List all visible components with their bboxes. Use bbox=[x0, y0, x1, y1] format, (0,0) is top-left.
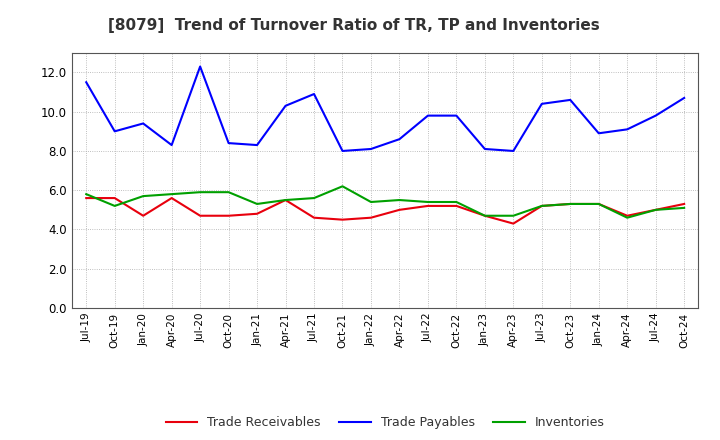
Trade Receivables bbox=[225, 213, 233, 218]
Trade Receivables bbox=[452, 203, 461, 209]
Trade Payables bbox=[110, 128, 119, 134]
Trade Receivables bbox=[480, 213, 489, 218]
Trade Payables bbox=[652, 113, 660, 118]
Legend: Trade Receivables, Trade Payables, Inventories: Trade Receivables, Trade Payables, Inven… bbox=[161, 411, 610, 434]
Trade Payables bbox=[480, 147, 489, 152]
Trade Receivables bbox=[139, 213, 148, 218]
Trade Receivables bbox=[509, 221, 518, 226]
Trade Receivables bbox=[82, 195, 91, 201]
Trade Payables bbox=[595, 131, 603, 136]
Trade Payables bbox=[139, 121, 148, 126]
Trade Receivables bbox=[680, 202, 688, 207]
Inventories bbox=[110, 203, 119, 209]
Inventories bbox=[82, 191, 91, 197]
Line: Trade Receivables: Trade Receivables bbox=[86, 198, 684, 224]
Trade Receivables bbox=[196, 213, 204, 218]
Trade Payables bbox=[566, 97, 575, 103]
Trade Payables bbox=[452, 113, 461, 118]
Trade Receivables bbox=[537, 203, 546, 209]
Line: Trade Payables: Trade Payables bbox=[86, 66, 684, 151]
Line: Inventories: Inventories bbox=[86, 186, 684, 218]
Inventories bbox=[196, 190, 204, 195]
Inventories bbox=[537, 203, 546, 209]
Trade Receivables bbox=[253, 211, 261, 216]
Trade Payables bbox=[253, 143, 261, 148]
Inventories bbox=[253, 202, 261, 207]
Trade Payables bbox=[338, 148, 347, 154]
Trade Payables bbox=[196, 64, 204, 69]
Trade Receivables bbox=[623, 213, 631, 218]
Trade Receivables bbox=[282, 198, 290, 203]
Inventories bbox=[509, 213, 518, 218]
Trade Payables bbox=[537, 101, 546, 106]
Trade Receivables bbox=[652, 207, 660, 213]
Trade Receivables bbox=[110, 195, 119, 201]
Trade Receivables bbox=[566, 202, 575, 207]
Inventories bbox=[167, 191, 176, 197]
Trade Receivables bbox=[595, 202, 603, 207]
Trade Receivables bbox=[366, 215, 375, 220]
Inventories bbox=[595, 202, 603, 207]
Inventories bbox=[282, 198, 290, 203]
Trade Payables bbox=[395, 136, 404, 142]
Inventories bbox=[452, 199, 461, 205]
Inventories bbox=[225, 190, 233, 195]
Inventories bbox=[139, 194, 148, 199]
Trade Payables bbox=[82, 80, 91, 85]
Trade Payables bbox=[310, 92, 318, 97]
Trade Payables bbox=[509, 148, 518, 154]
Inventories bbox=[310, 195, 318, 201]
Trade Receivables bbox=[167, 195, 176, 201]
Text: [8079]  Trend of Turnover Ratio of TR, TP and Inventories: [8079] Trend of Turnover Ratio of TR, TP… bbox=[108, 18, 600, 33]
Inventories bbox=[395, 198, 404, 203]
Trade Payables bbox=[366, 147, 375, 152]
Trade Payables bbox=[167, 143, 176, 148]
Trade Payables bbox=[282, 103, 290, 108]
Trade Receivables bbox=[338, 217, 347, 222]
Trade Receivables bbox=[310, 215, 318, 220]
Inventories bbox=[366, 199, 375, 205]
Inventories bbox=[652, 207, 660, 213]
Inventories bbox=[566, 202, 575, 207]
Inventories bbox=[680, 205, 688, 210]
Trade Payables bbox=[225, 140, 233, 146]
Inventories bbox=[338, 183, 347, 189]
Inventories bbox=[480, 213, 489, 218]
Trade Payables bbox=[680, 95, 688, 101]
Inventories bbox=[623, 215, 631, 220]
Trade Payables bbox=[423, 113, 432, 118]
Inventories bbox=[423, 199, 432, 205]
Trade Payables bbox=[623, 127, 631, 132]
Trade Receivables bbox=[395, 207, 404, 213]
Trade Receivables bbox=[423, 203, 432, 209]
